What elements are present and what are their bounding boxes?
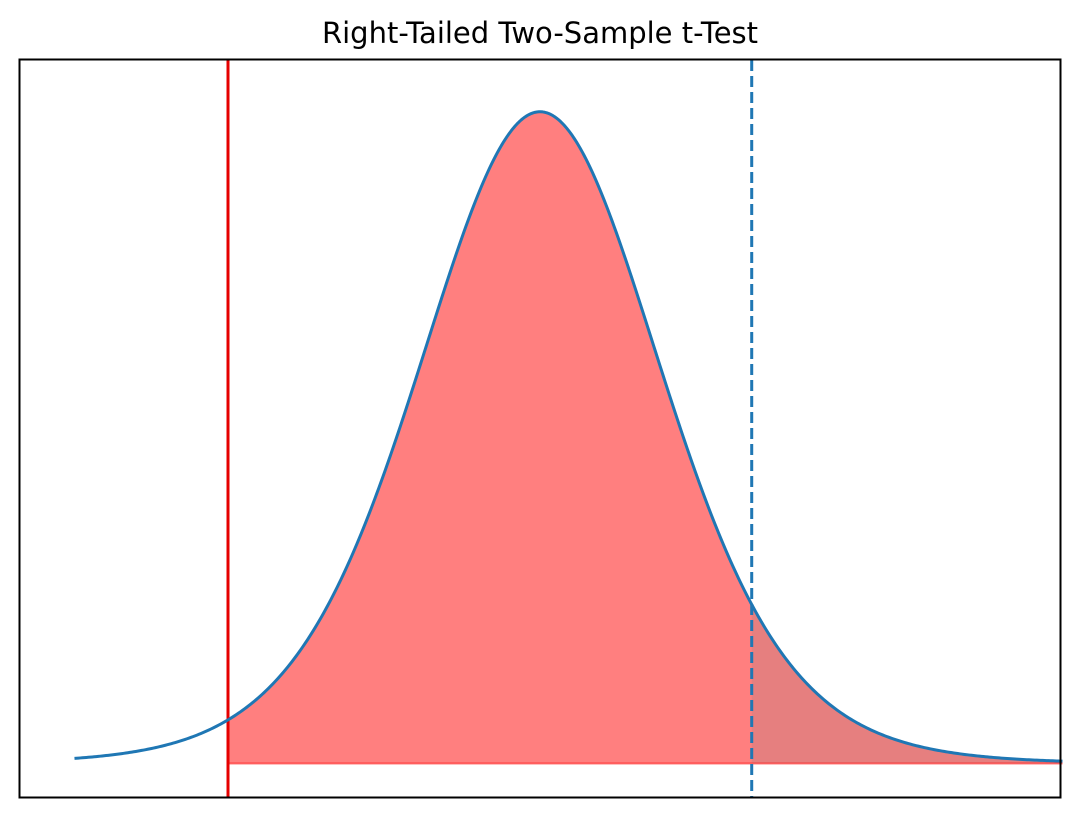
t-distribution-curve <box>74 110 1063 763</box>
rejection-region-fill <box>751 604 1063 764</box>
acceptance-region-fill <box>228 111 1063 764</box>
plot-area <box>74 60 1063 797</box>
chart-title: Right-Tailed Two-Sample t-Test <box>322 16 758 50</box>
axes-frame <box>18 58 1062 799</box>
